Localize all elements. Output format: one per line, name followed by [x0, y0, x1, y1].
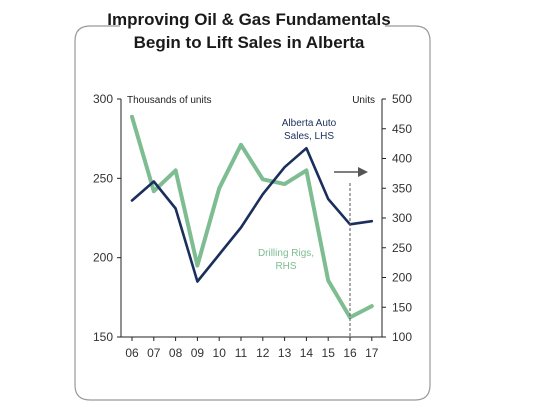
drilling-rigs-line: [132, 117, 372, 318]
x-tick-label: 15: [322, 346, 336, 360]
series-label-drilling-rigs-line-2: RHS: [275, 261, 296, 272]
right-tick-label: 250: [392, 241, 412, 255]
x-tick-label: 16: [343, 346, 357, 360]
right-tick-label: 100: [392, 330, 412, 344]
chart-title-line-1: Improving Oil & Gas Fundamentals: [107, 10, 390, 29]
right-tick-label: 400: [392, 152, 412, 166]
series-label-drilling-rigs-line-1: Drilling Rigs,: [258, 248, 314, 259]
right-tick-label: 200: [392, 271, 412, 285]
x-tick-label: 10: [213, 346, 227, 360]
x-axis-ticks: 06 07 08 09 10 11 12 13 14 15 16 17: [125, 337, 378, 360]
x-tick-label: 09: [191, 346, 205, 360]
auto-sales-line: [132, 148, 372, 281]
right-tick-label: 350: [392, 181, 412, 195]
x-tick-label: 11: [235, 346, 248, 360]
left-tick-label: 300: [93, 92, 113, 106]
series-label-auto-sales-line-2: Sales, LHS: [284, 131, 334, 142]
left-tick-label: 150: [93, 330, 113, 344]
left-tick-label: 200: [93, 251, 113, 265]
left-axis-label: Thousands of units: [127, 95, 212, 106]
x-tick-label: 08: [169, 346, 183, 360]
series-label-auto-sales-line-1: Alberta Auto: [282, 118, 337, 129]
x-tick-label: 17: [365, 346, 379, 360]
right-tick-label: 150: [392, 300, 412, 314]
x-tick-label: 07: [147, 346, 161, 360]
right-tick-label: 450: [392, 122, 412, 136]
right-axis-label: Units: [352, 95, 375, 106]
series-layer: [132, 117, 372, 318]
left-tick-label: 250: [93, 171, 113, 185]
right-tick-label: 500: [392, 92, 412, 106]
chart-frame: [75, 26, 430, 400]
chart-title-line-2: Begin to Lift Sales in Alberta: [134, 33, 365, 52]
x-tick-label: 12: [256, 346, 270, 360]
right-tick-label: 300: [392, 211, 412, 225]
left-axis-ticks: 150 200 250 300: [93, 92, 121, 344]
right-arrow-icon: [334, 167, 368, 177]
x-tick-label: 06: [125, 346, 139, 360]
x-tick-label: 13: [278, 346, 292, 360]
right-axis-ticks: 100 150 200 250 300 350 400 450 500: [382, 92, 412, 344]
x-tick-label: 14: [300, 346, 314, 360]
